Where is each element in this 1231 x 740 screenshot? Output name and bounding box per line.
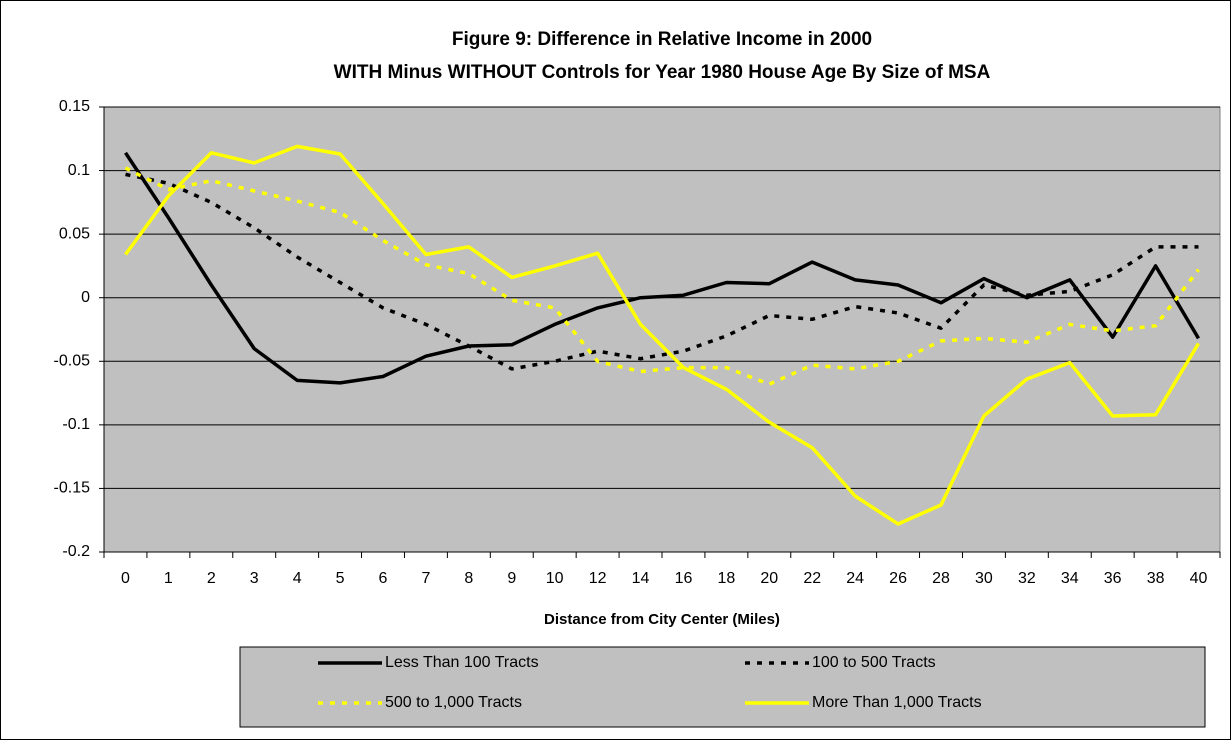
- y-tick-label: 0.05: [59, 225, 90, 242]
- series-line: [124, 151, 1201, 385]
- x-tick-label: 16: [675, 570, 693, 587]
- y-tick-label: 0.1: [68, 162, 90, 179]
- x-tick-label: 9: [507, 570, 516, 587]
- x-tick-label: 8: [464, 570, 473, 587]
- legend-label: More Than 1,000 Tracts: [812, 694, 982, 711]
- y-tick-label: -0.1: [62, 416, 90, 433]
- x-axis-title: Distance from City Center (Miles): [544, 611, 780, 628]
- y-tick-label: 0.15: [59, 98, 90, 115]
- x-tick-label: 40: [1190, 570, 1208, 587]
- x-tick-label: 26: [889, 570, 907, 587]
- series-line: [125, 172, 1199, 371]
- x-tick-label: 34: [1061, 570, 1079, 587]
- y-tick-label: -0.15: [54, 480, 91, 497]
- y-tick-label: 0: [81, 289, 90, 306]
- legend-label: 100 to 500 Tracts: [812, 654, 936, 671]
- x-tick-label: 0: [121, 570, 130, 587]
- chart-title: Figure 9: Difference in Relative Income …: [452, 29, 872, 50]
- x-tick-label: 3: [250, 570, 259, 587]
- plot-area: [103, 106, 1221, 553]
- x-tick-label: 28: [932, 570, 950, 587]
- x-tick-label: 2: [207, 570, 216, 587]
- x-tick-label: 22: [803, 570, 821, 587]
- x-tick-label: 38: [1147, 570, 1165, 587]
- x-tick-label: 1: [164, 570, 173, 587]
- x-tick-label: 24: [846, 570, 864, 587]
- x-tick-label: 32: [1018, 570, 1036, 587]
- x-tick-label: 14: [632, 570, 650, 587]
- x-tick-label: 20: [760, 570, 778, 587]
- legend-label: Less Than 100 Tracts: [385, 654, 539, 671]
- x-tick-label: 10: [546, 570, 564, 587]
- series-line: [124, 144, 1200, 526]
- legend-label: 500 to 1,000 Tracts: [385, 694, 522, 711]
- x-tick-label: 4: [293, 570, 302, 587]
- y-tick-label: -0.05: [54, 353, 91, 370]
- x-tick-label: 18: [717, 570, 735, 587]
- x-tick-label: 7: [421, 570, 430, 587]
- y-tick-label: -0.2: [62, 543, 90, 560]
- x-tick-label: 12: [589, 570, 607, 587]
- chart-subtitle: WITH Minus WITHOUT Controls for Year 198…: [334, 62, 991, 83]
- x-tick-label: 36: [1104, 570, 1122, 587]
- legend-box: [239, 646, 1206, 728]
- x-tick-label: 5: [336, 570, 345, 587]
- x-tick-label: 6: [379, 570, 388, 587]
- x-tick-label: 30: [975, 570, 993, 587]
